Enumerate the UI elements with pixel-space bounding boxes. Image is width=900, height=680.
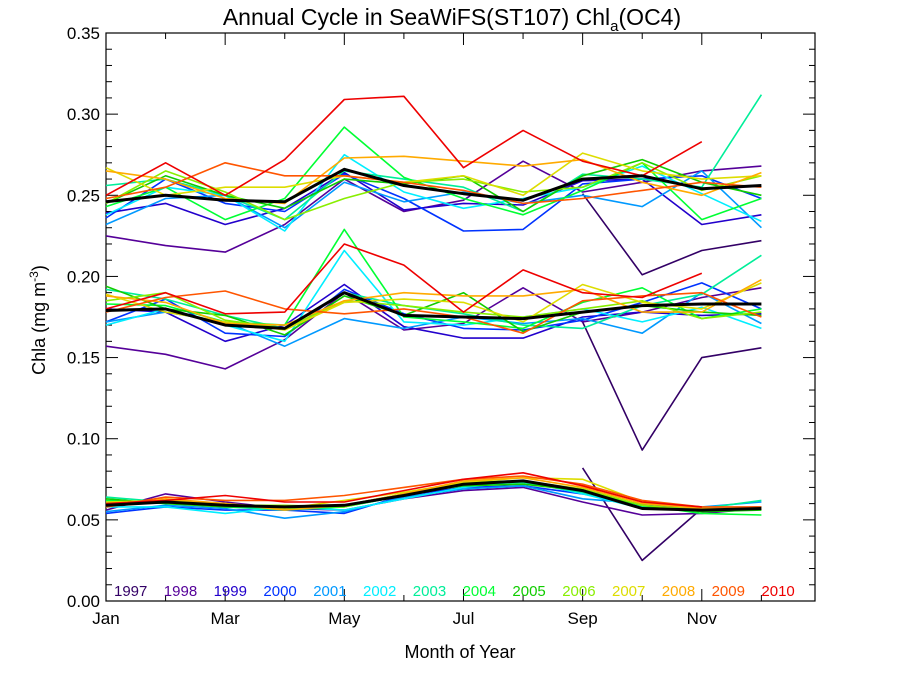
y-tick-label: 0.00 [67,592,100,611]
x-tick-label: Mar [211,609,241,628]
series-line-1997-middle [581,321,762,451]
legend-label-1998: 1998 [164,583,197,600]
series-line-2008-lower [105,476,762,511]
y-tick-label: 0.35 [67,24,100,43]
x-tick-label: Jul [453,609,475,628]
y-tick-label: 0.25 [67,186,100,205]
plot-area: 0.00 0.05 0.10 0.15 0.20 0.25 0.30 0.35 Jan Mar Ma… [67,24,816,628]
legend-label-1997: 1997 [114,583,147,600]
legend-label-2001: 2001 [313,583,346,600]
y-tick-label: 0.20 [67,267,100,286]
series-line-1999-upper [105,171,762,226]
series-line-2008-upper [105,155,762,205]
legend-label-1999: 1999 [214,583,247,600]
legend-label-2005: 2005 [512,583,545,600]
y-tick-label: 0.30 [67,105,100,124]
legend-label-2006: 2006 [562,583,595,600]
legend-label-2008: 2008 [662,583,695,600]
x-tick-label: Nov [687,609,718,628]
legend-label-2010: 2010 [761,583,794,600]
chart-title: Annual Cycle in SeaWiFS(ST107) Chla(OC4) [223,4,681,35]
series-line-2010-middle [105,243,703,315]
y-tick-label: 0.05 [67,511,100,530]
series-line-2008-middle [105,278,762,326]
series-line-2009-lower [105,475,762,508]
x-tick-label: Sep [568,609,598,628]
series-line-2009-middle [105,290,762,334]
series-line-2009-upper [105,162,762,205]
series-line-2000-middle [105,282,762,338]
legend-label-2004: 2004 [463,583,496,600]
y-tick-label: 0.15 [67,349,100,368]
y-axis-label: Chla (mg m-3) [27,265,49,375]
legend-label-2000: 2000 [263,583,296,600]
series-line-mean-lower [105,479,762,512]
y-tick-label: 0.10 [67,430,100,449]
series-line-2010-upper [105,95,703,197]
series-line-2002-upper [105,153,762,232]
legend-label-2003: 2003 [413,583,446,600]
legend-label-2007: 2007 [612,583,645,600]
series-line-mean-middle [105,291,762,330]
legend-label-2009: 2009 [712,583,745,600]
series-line-mean-upper [105,167,762,204]
x-tick-label: May [328,609,361,628]
x-tick-label: Jan [92,609,119,628]
series-line-2010-lower [105,472,702,508]
series-line-1998-middle [105,287,762,370]
x-axis-label: Month of Year [404,642,515,662]
legend-label-2002: 2002 [363,583,396,600]
series-line-1997-upper [581,193,762,276]
series-line-2007-upper [105,152,762,197]
plot-frame [105,32,816,602]
